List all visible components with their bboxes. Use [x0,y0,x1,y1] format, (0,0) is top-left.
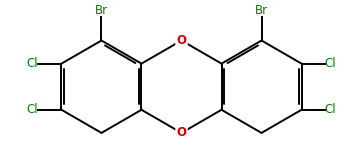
Text: O: O [176,34,187,47]
Text: Cl: Cl [27,57,38,70]
Text: O: O [176,126,187,139]
Text: Cl: Cl [325,57,336,70]
Text: Cl: Cl [27,103,38,116]
Text: Cl: Cl [325,103,336,116]
Text: Br: Br [95,4,108,17]
Text: Br: Br [255,4,268,17]
